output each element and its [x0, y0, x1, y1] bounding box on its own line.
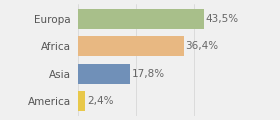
Bar	[78, 36, 184, 56]
Text: 36,4%: 36,4%	[185, 41, 218, 51]
Bar	[78, 91, 85, 111]
Bar	[78, 64, 130, 84]
Text: 17,8%: 17,8%	[131, 69, 165, 79]
Text: 43,5%: 43,5%	[206, 14, 239, 24]
Bar	[78, 9, 204, 29]
Text: 2,4%: 2,4%	[87, 96, 113, 106]
